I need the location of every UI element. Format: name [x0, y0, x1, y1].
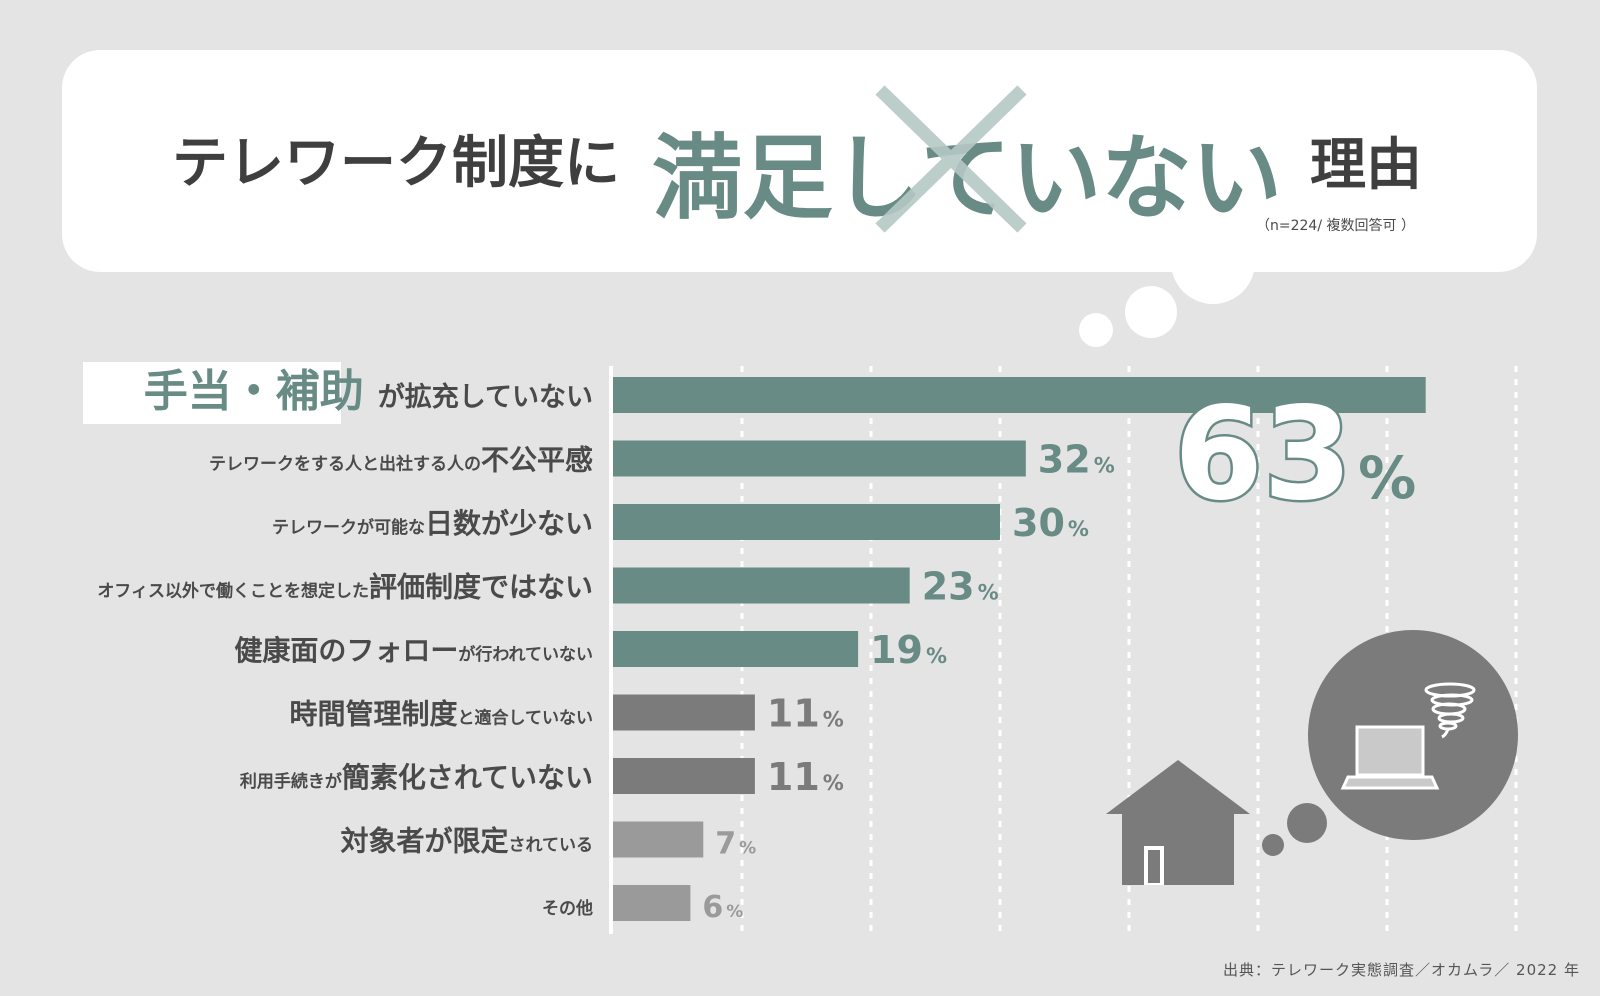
- house-illustration: [1106, 630, 1518, 885]
- cross-out-mark: [875, 85, 1027, 233]
- bar: [613, 504, 1000, 540]
- bars: [613, 377, 1426, 921]
- bar: [613, 885, 691, 921]
- value-label: 32%: [1038, 438, 1115, 482]
- source-credit: 出典：テレワーク実態調査／オカムラ／ 2022 年: [1223, 961, 1580, 979]
- title-bubble: [62, 50, 1537, 347]
- category-label: 対象者が限定されている: [340, 825, 593, 858]
- value-label: 7%: [715, 827, 756, 862]
- bar: [613, 567, 910, 604]
- thought-dot-small: [1262, 834, 1284, 856]
- value-label: 11%: [767, 755, 844, 799]
- value-label: 11%: [767, 692, 844, 736]
- title-suffix: 理由: [1310, 133, 1422, 198]
- value-label: 23%: [922, 565, 999, 609]
- category-labels: 手当・補助 が拡充していないテレワークをする人と出社する人の不公平感テレワークが可…: [83, 362, 593, 919]
- category-label: テレワークをする人と出社する人の不公平感: [209, 444, 593, 477]
- category-label: オフィス以外で働くことを想定した評価制度ではない: [97, 571, 593, 604]
- category-label: 時間管理制度と適合していない: [289, 698, 593, 731]
- thought-dot-medium: [1287, 803, 1327, 843]
- title-prefix: テレワーク制度に: [172, 131, 620, 196]
- bar: [613, 440, 1026, 477]
- label-highlight-box: [83, 362, 341, 424]
- tornado-icon: [1424, 682, 1476, 739]
- laptop-icon: [1340, 725, 1440, 790]
- bar: [613, 758, 755, 794]
- bar: [613, 631, 859, 667]
- value-label: 19%: [870, 628, 947, 672]
- value-label: 30%: [1012, 501, 1089, 545]
- value-label: 63%: [1174, 380, 1416, 529]
- value-label: 6%: [702, 890, 743, 925]
- house-icon: [1106, 760, 1250, 885]
- category-label: 健康面のフォローが行われていない: [234, 634, 593, 667]
- bar: [613, 821, 704, 858]
- bar: [613, 377, 1426, 413]
- category-label: その他: [542, 898, 593, 919]
- category-label: テレワークが可能な日数が少ない: [272, 507, 593, 540]
- sample-note: （n=224/ 複数回答可 ）: [1256, 217, 1415, 234]
- bar: [613, 694, 755, 731]
- category-label: 利用手続きが簡素化されていない: [240, 761, 593, 794]
- value-labels: 63 % 32 % 30 % 23 % 19 % 11 % 11 % 7 % 6%: [702, 378, 1416, 926]
- category-label: 手当・補助 が拡充していない: [144, 366, 593, 417]
